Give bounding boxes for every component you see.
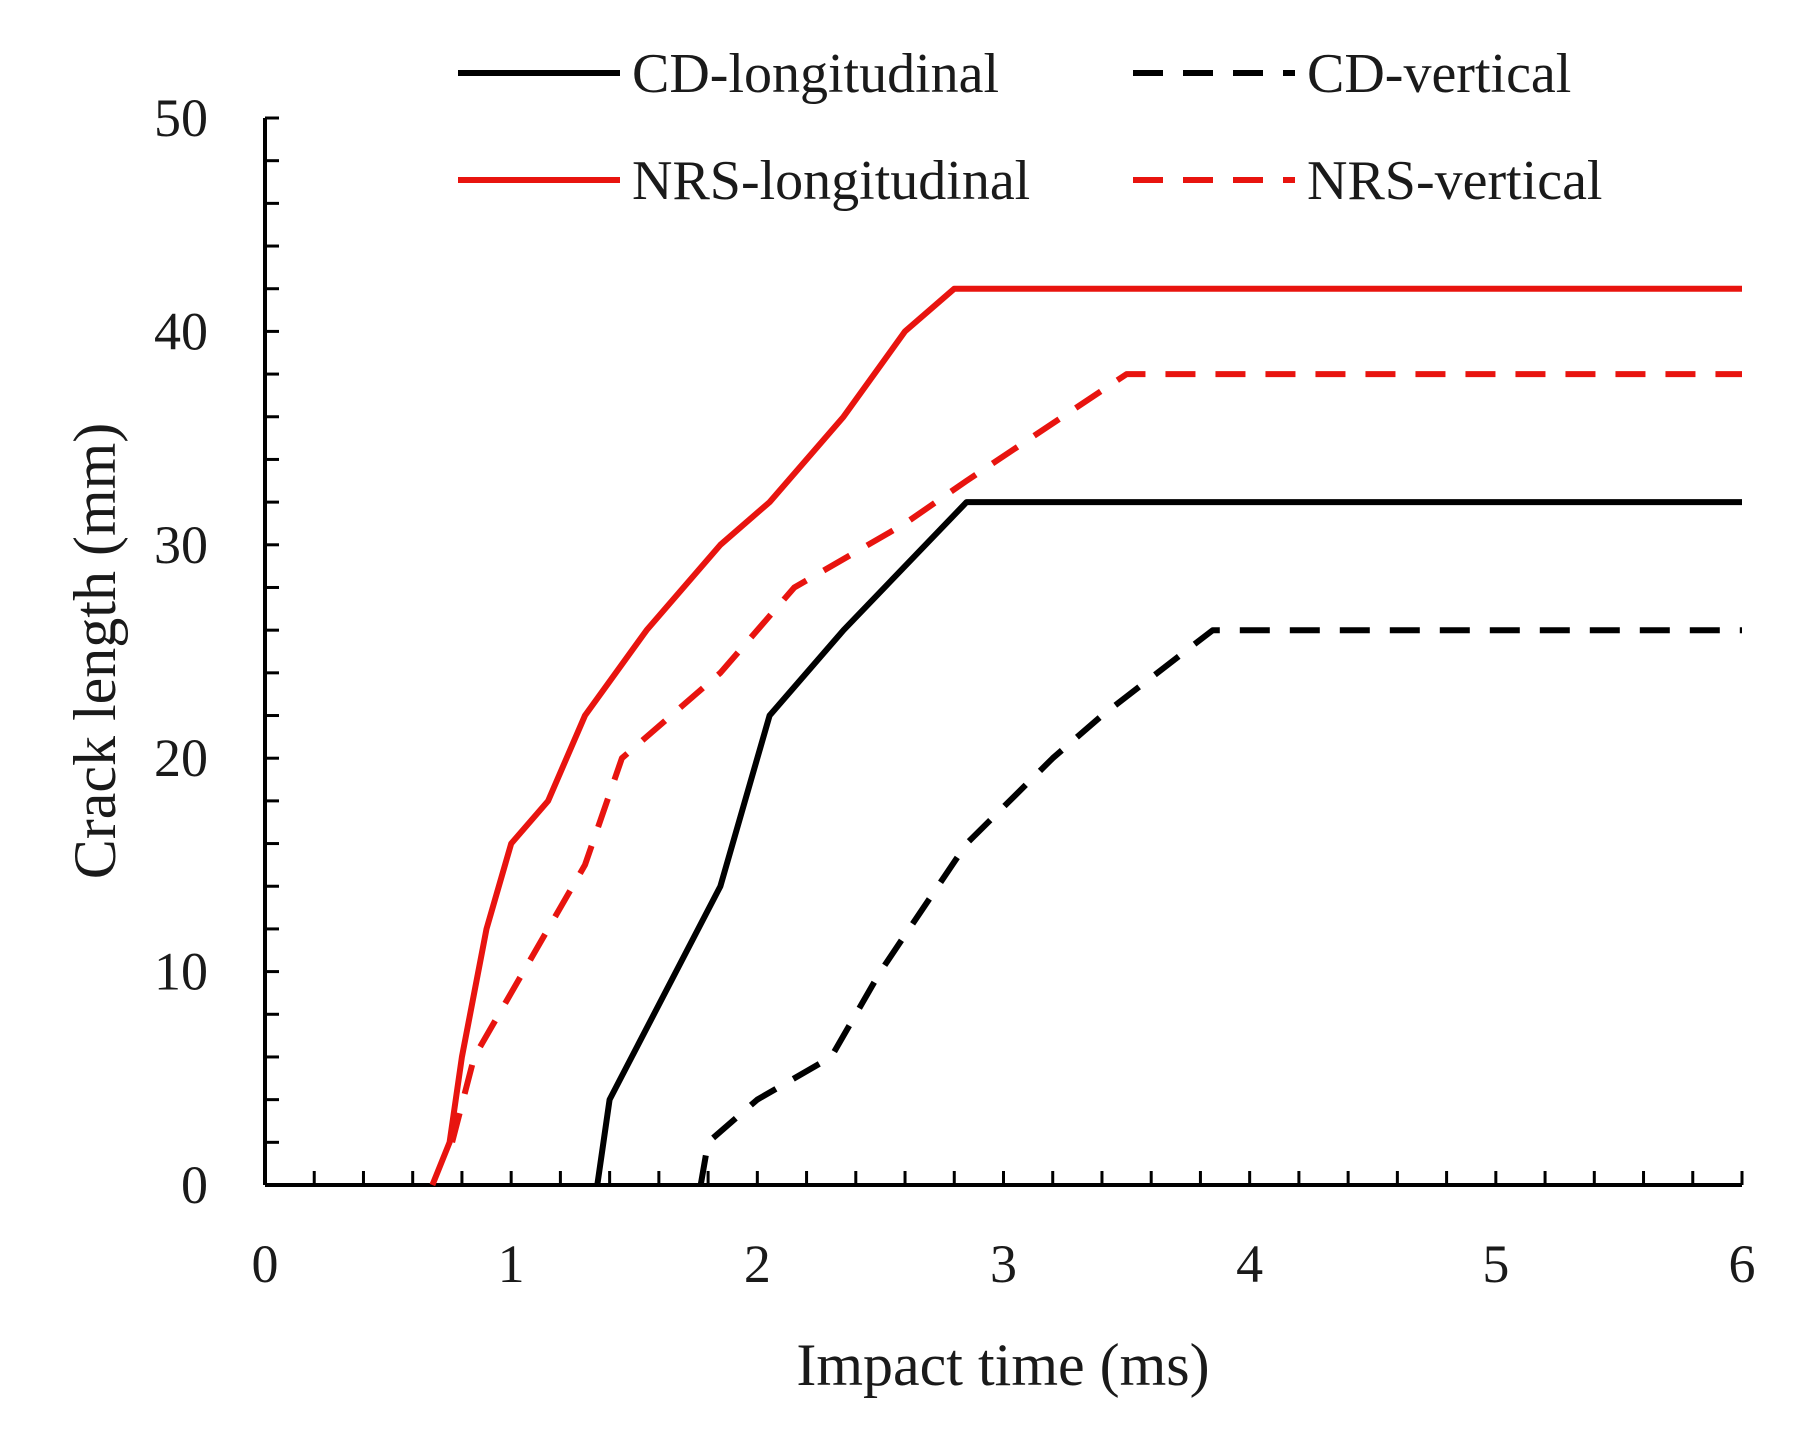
legend-label-cd-vertical: CD-vertical — [1307, 43, 1571, 105]
x-tick-label: 2 — [744, 1234, 771, 1294]
series-line-nrs-vertical — [449, 371, 1742, 1144]
legend-label-cd-longitudinal: CD-longitudinal — [632, 43, 999, 105]
y-tick-label: 20 — [154, 728, 208, 788]
y-tick-label: 40 — [154, 301, 208, 361]
series-line-cd-longitudinal — [594, 499, 1742, 1186]
series-lines — [429, 285, 1742, 1187]
x-tick-label: 4 — [1236, 1234, 1263, 1294]
axes — [263, 118, 1742, 1187]
x-tick-label: 6 — [1729, 1234, 1756, 1294]
minor-ticks — [265, 116, 1744, 1185]
series-line-cd-vertical — [697, 627, 1742, 1186]
x-tick-label: 0 — [252, 1234, 279, 1294]
y-axis-title: Crack length (mm) — [62, 423, 128, 880]
series-line-nrs-longitudinal — [429, 285, 1742, 1187]
y-tick-label: 0 — [181, 1155, 208, 1215]
legend: CD-longitudinal CD-vertical NRS-longitudin… — [458, 43, 1602, 212]
x-tick-label: 3 — [990, 1234, 1017, 1294]
x-tick-label: 1 — [498, 1234, 525, 1294]
tick-labels: 0 1 2 3 4 5 6 0 10 20 30 40 50 — [154, 88, 1756, 1294]
y-tick-label: 10 — [154, 942, 208, 1002]
x-axis-title: Impact time (ms) — [796, 1332, 1209, 1398]
y-tick-label: 50 — [154, 88, 208, 148]
x-tick-label: 5 — [1482, 1234, 1509, 1294]
legend-label-nrs-vertical: NRS-vertical — [1307, 150, 1602, 212]
y-tick-label: 30 — [154, 515, 208, 575]
legend-label-nrs-longitudinal: NRS-longitudinal — [632, 150, 1030, 212]
